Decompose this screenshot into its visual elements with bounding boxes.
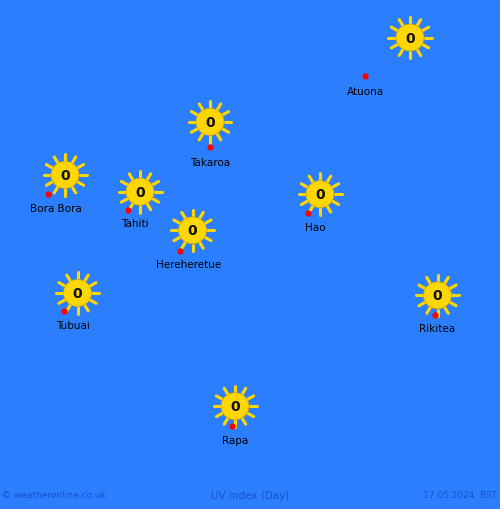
Text: 0: 0 [72, 287, 83, 300]
Text: Rapa: Rapa [222, 435, 248, 445]
Text: 0: 0 [188, 224, 198, 238]
Circle shape [396, 25, 424, 52]
Text: 0: 0 [405, 32, 415, 45]
Text: 0: 0 [315, 188, 325, 202]
Circle shape [64, 280, 92, 307]
Circle shape [196, 109, 224, 136]
Text: Tubuai: Tubuai [56, 320, 90, 330]
Text: Tahiti: Tahiti [121, 219, 149, 229]
Text: 0: 0 [60, 168, 70, 183]
Text: Takaroa: Takaroa [190, 157, 230, 167]
Text: 0: 0 [432, 289, 442, 303]
Circle shape [424, 282, 452, 309]
Circle shape [126, 179, 154, 206]
Circle shape [306, 181, 334, 208]
Text: © weatheronline.co.uk: © weatheronline.co.uk [2, 491, 106, 499]
Text: Hereheretue: Hereheretue [156, 260, 222, 270]
Circle shape [51, 162, 79, 189]
Text: Atuona: Atuona [346, 87, 384, 97]
Text: Hao: Hao [305, 223, 325, 233]
Text: 0: 0 [205, 116, 215, 130]
Text: Rikitea: Rikitea [420, 324, 456, 334]
Text: UV index (Day): UV index (Day) [211, 490, 289, 500]
Circle shape [221, 393, 249, 420]
Circle shape [178, 217, 206, 244]
Text: 17.05.2024  BST: 17.05.2024 BST [423, 491, 498, 499]
Text: Bora Bora: Bora Bora [30, 204, 82, 213]
Text: 0: 0 [135, 185, 145, 200]
Text: 0: 0 [230, 400, 240, 413]
